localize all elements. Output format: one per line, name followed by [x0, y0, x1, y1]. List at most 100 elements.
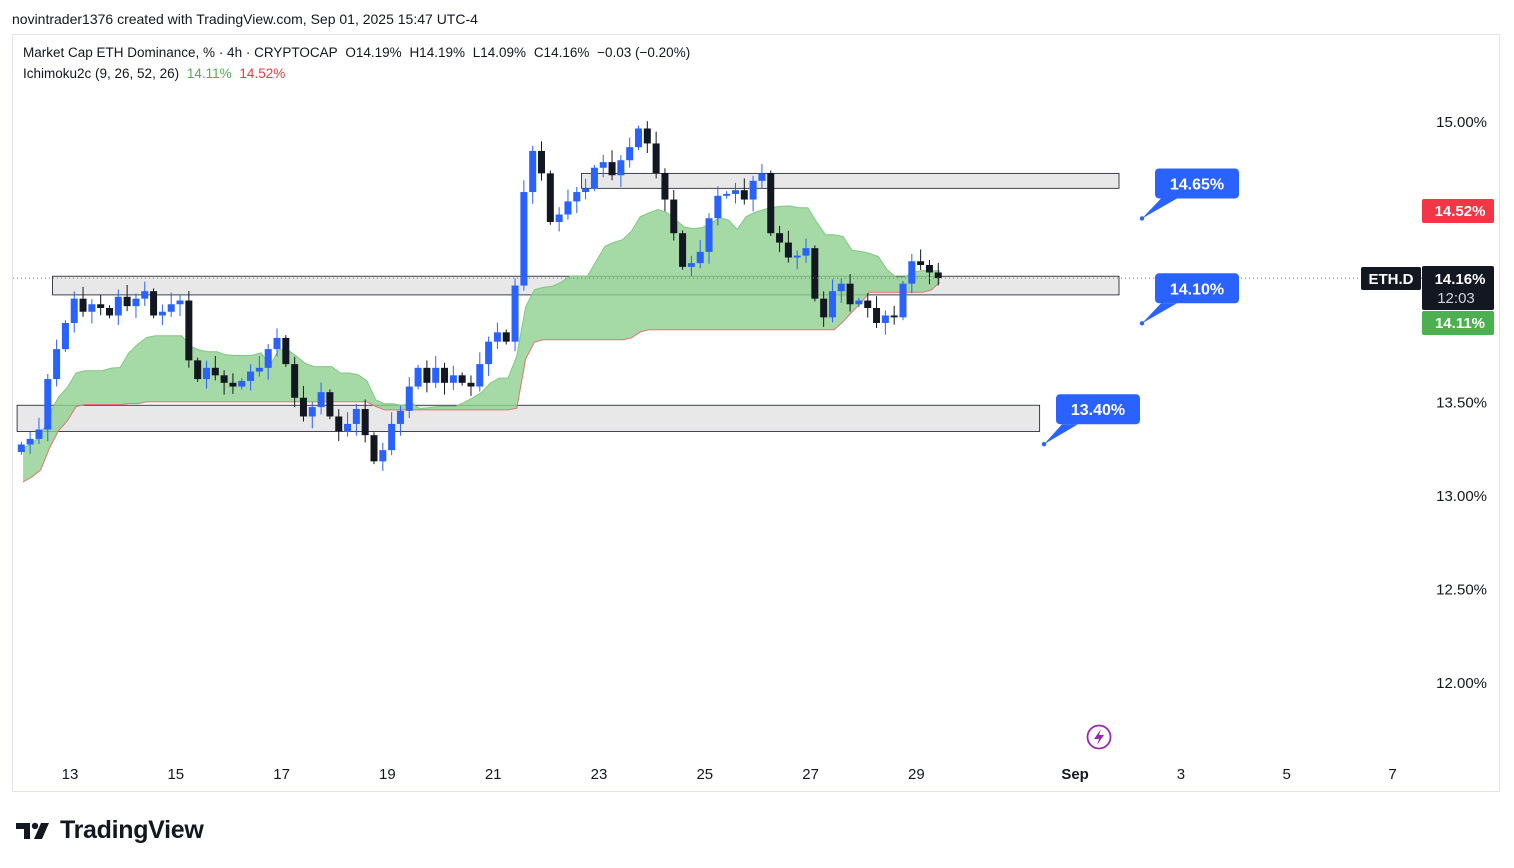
candle-body — [344, 423, 352, 432]
level-callout-1[interactable]: 14.65% — [1139, 168, 1239, 221]
candle-body — [546, 173, 554, 222]
candle-79 — [705, 213, 713, 264]
candle-76 — [679, 230, 687, 270]
level-callout-3[interactable]: 13.40% — [1041, 394, 1140, 447]
candlestick-series — [17, 121, 942, 471]
candle-body — [934, 272, 942, 279]
candle-body — [26, 438, 34, 445]
candle-body — [820, 298, 828, 318]
candle-body — [723, 193, 731, 196]
candle-body — [326, 392, 334, 417]
candle-21 — [194, 357, 202, 382]
candle-body — [132, 298, 140, 307]
candle-body — [670, 199, 678, 234]
candle-body — [441, 367, 449, 383]
candle-11 — [105, 305, 113, 319]
candle-51 — [458, 372, 466, 386]
candle-body — [79, 298, 87, 312]
x-tick-label-1: 13 — [62, 766, 79, 783]
candle-body — [432, 367, 440, 383]
indicator-title: Ichimoku2c (9, 26, 52, 26) — [23, 66, 180, 81]
indicator-value-1: 14.11% — [186, 66, 232, 81]
chart-pane[interactable] — [12, 34, 1500, 792]
price-axis[interactable]: 15.00% 13.50% 13.00% 12.50% 12.00% — [1436, 114, 1487, 692]
x-tick-label-9: 29 — [908, 766, 925, 783]
level-callouts[interactable]: 14.65% 14.10% 13.40% — [1041, 168, 1239, 447]
price-badge: 14.16% — [1435, 271, 1486, 288]
candle-18 — [167, 292, 175, 317]
candle-5 — [53, 339, 61, 387]
callout-pointer — [1142, 303, 1177, 324]
candle-92 — [820, 291, 828, 327]
candle-94 — [837, 278, 845, 303]
x-tick-label-13: 7 — [1388, 766, 1396, 783]
candle-body — [88, 304, 96, 312]
brand-name: TradingView — [60, 816, 204, 844]
candle-body — [555, 214, 563, 222]
candle-37 — [335, 409, 343, 441]
level-callout-2[interactable]: 14.10% — [1139, 273, 1239, 326]
candle-95 — [846, 274, 854, 312]
candle-97 — [864, 293, 872, 318]
x-tick-label-5: 21 — [485, 766, 502, 783]
candle-84 — [749, 175, 757, 212]
candle-body — [414, 367, 422, 387]
candle-61 — [546, 170, 554, 225]
candle-body — [661, 173, 669, 200]
candle-body — [97, 304, 105, 308]
callout-box — [1155, 168, 1239, 199]
legend-high: H14.19% — [409, 45, 465, 60]
candle-body — [890, 315, 898, 318]
candle-54 — [485, 336, 493, 376]
candle-99 — [881, 310, 889, 335]
candle-body — [582, 188, 590, 193]
x-tick-label-12: 5 — [1283, 766, 1291, 783]
candle-58 — [520, 180, 528, 291]
candle-53 — [476, 352, 484, 392]
candle-17 — [158, 304, 166, 326]
lightning-icon[interactable] — [1086, 724, 1112, 750]
candle-body — [643, 128, 651, 144]
candle-75 — [670, 190, 678, 241]
cloud-area — [23, 206, 941, 482]
candle-body — [53, 349, 61, 380]
candle-24 — [220, 370, 228, 395]
candle-10 — [97, 294, 105, 316]
candle-98 — [873, 296, 881, 329]
candle-body — [784, 242, 792, 258]
candle-body — [291, 364, 299, 398]
candle-36 — [326, 389, 334, 420]
y-tick-label-1: 15.00% — [1436, 114, 1487, 131]
candle-48 — [432, 356, 440, 388]
candle-body — [573, 192, 581, 202]
candle-20 — [185, 290, 193, 368]
candle-86 — [767, 170, 775, 237]
candle-85 — [758, 163, 766, 189]
callout-label: 13.40% — [1071, 402, 1125, 419]
candle-body — [255, 367, 263, 372]
candle-body — [264, 349, 272, 368]
candle-59 — [529, 145, 537, 204]
candle-body — [167, 304, 175, 312]
candle-body — [511, 285, 519, 342]
candle-body — [731, 190, 739, 194]
candle-78 — [696, 240, 704, 269]
time-axis[interactable]: 13 15 17 19 21 23 25 27 29 Sep 3 5 7 — [62, 766, 1397, 783]
candle-31 — [282, 335, 290, 367]
candle-55 — [493, 322, 501, 349]
candle-74 — [661, 168, 669, 212]
candle-body — [220, 375, 228, 383]
candle-73 — [652, 131, 660, 179]
price-badge-bg — [1422, 266, 1494, 310]
candle-body — [273, 337, 281, 350]
candle-body — [767, 173, 775, 234]
legend-low: L14.09% — [472, 45, 527, 60]
y-tick-label-2: 13.50% — [1436, 395, 1487, 412]
candle-33 — [299, 385, 307, 422]
symbol-title: Market Cap ETH Dominance, % · 4h · CRYPT… — [23, 45, 338, 60]
candle-body — [837, 283, 845, 292]
countdown-badge: 12:03 — [1437, 290, 1475, 307]
candle-body — [282, 337, 290, 365]
tradingview-logo[interactable]: TradingView — [14, 816, 204, 845]
